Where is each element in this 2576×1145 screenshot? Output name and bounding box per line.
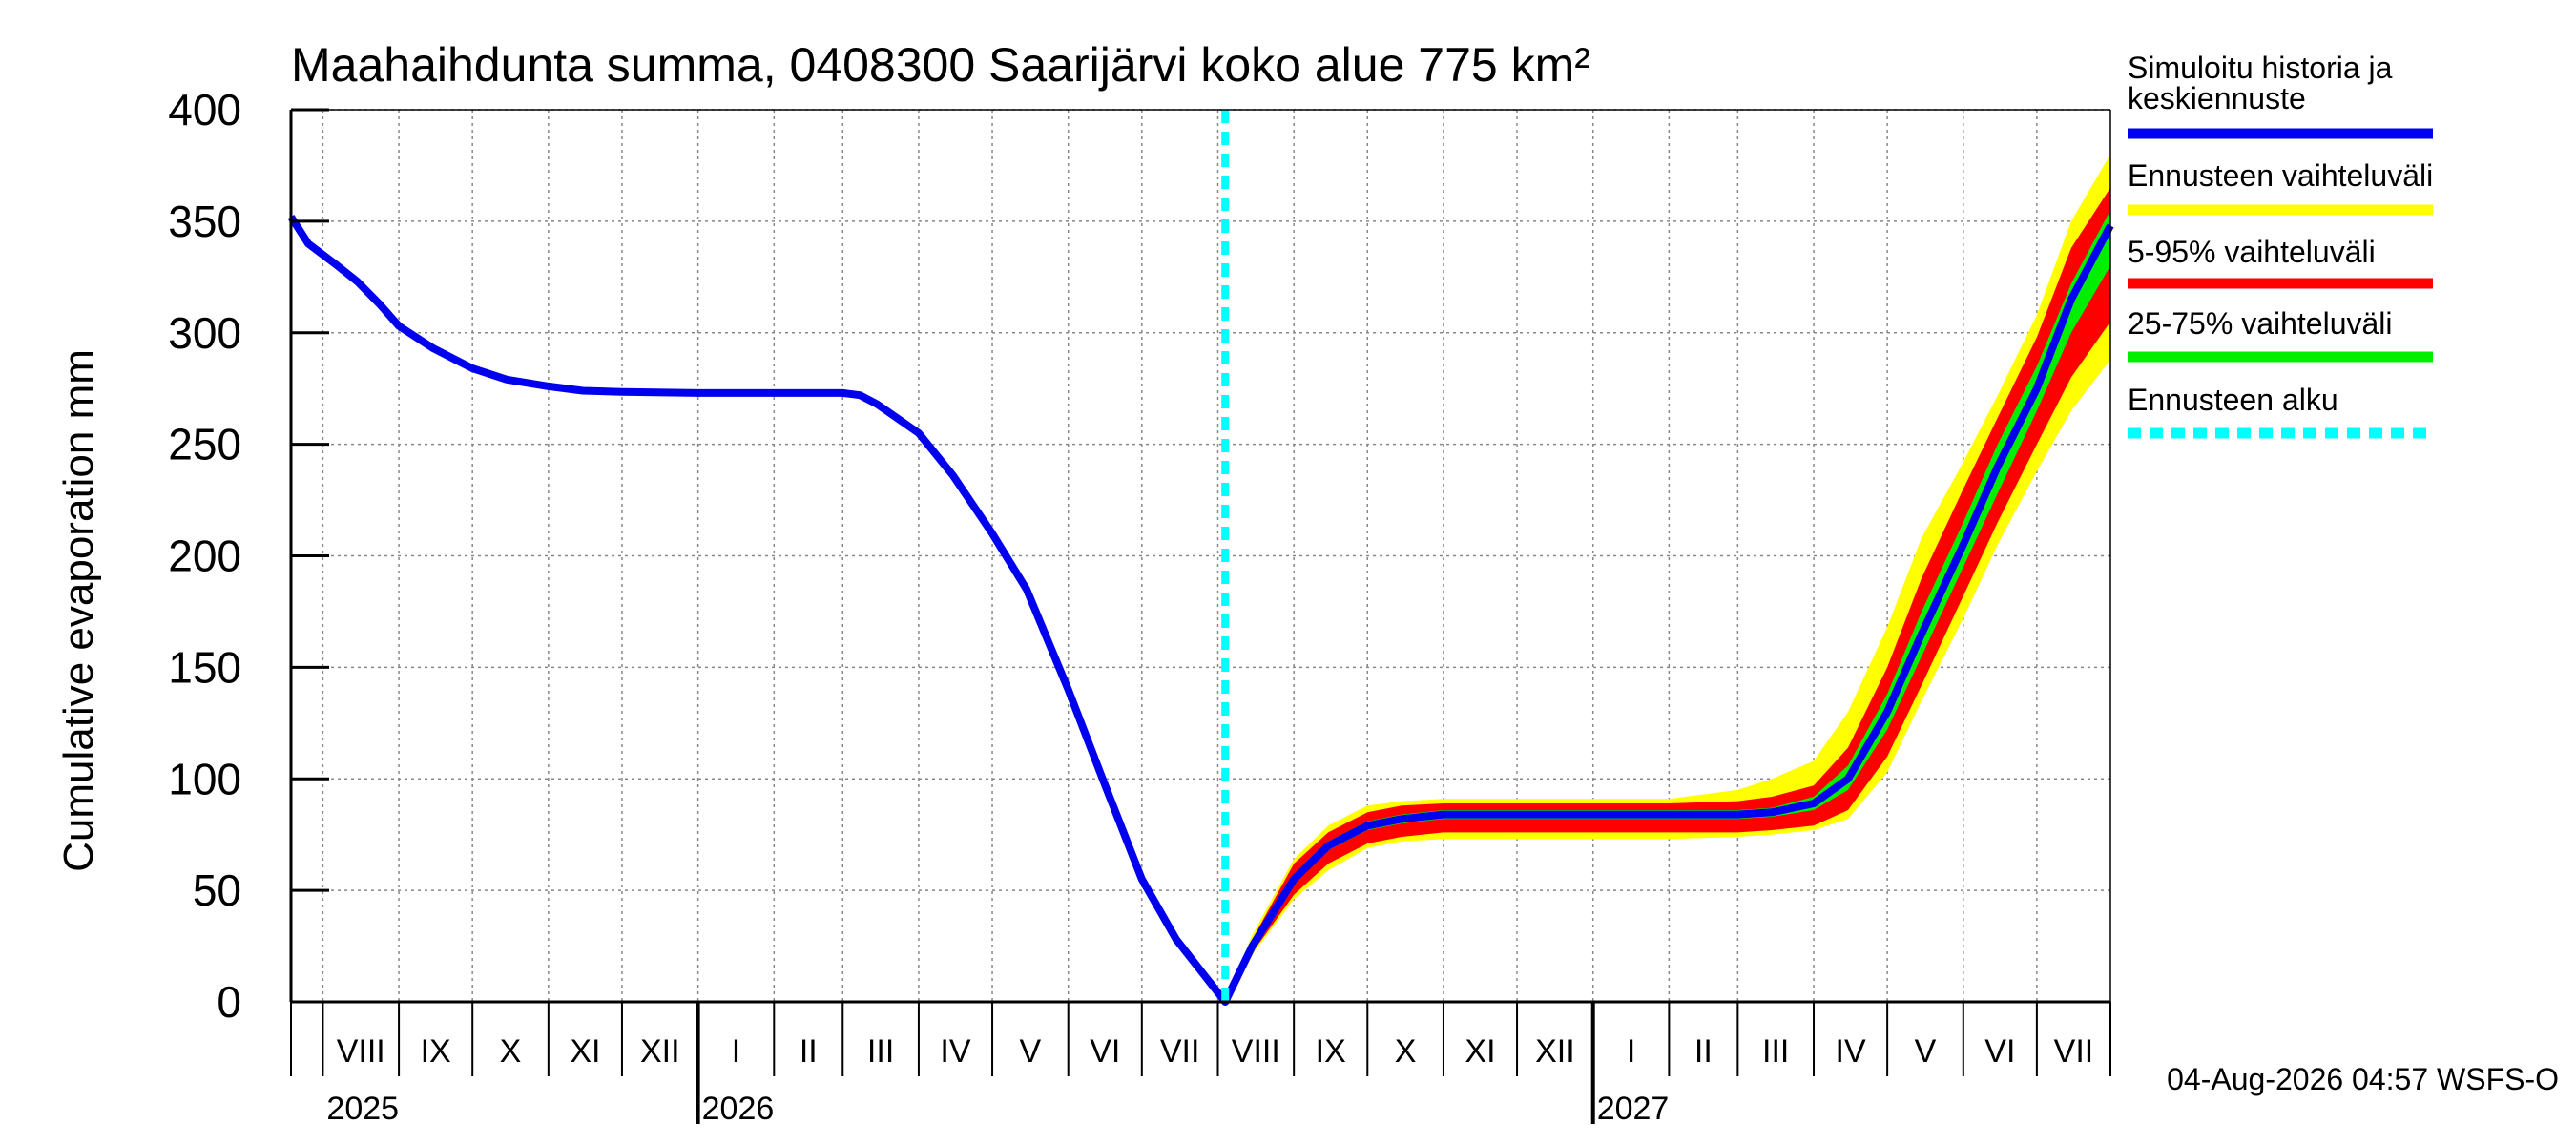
footer-timestamp: 04-Aug-2026 04:57 WSFS-O — [2167, 1062, 2559, 1096]
legend-label: 5-95% vaihteluväli — [2128, 235, 2376, 269]
y-tick-label: 250 — [168, 420, 241, 469]
month-label: VI — [1090, 1033, 1120, 1070]
month-label: III — [867, 1033, 894, 1070]
month-label: IV — [940, 1033, 970, 1070]
y-tick-label: 50 — [193, 865, 241, 915]
month-label: VII — [2054, 1033, 2094, 1070]
month-label: XII — [640, 1033, 680, 1070]
month-label: IX — [421, 1033, 451, 1070]
month-label: VI — [1984, 1033, 2015, 1070]
month-label: XII — [1535, 1033, 1575, 1070]
y-axis-label: Cumulative evaporation mm — [55, 349, 102, 872]
month-label: XI — [570, 1033, 600, 1070]
y-tick-label: 300 — [168, 308, 241, 358]
month-label: I — [732, 1033, 740, 1070]
legend-label: Simuloitu historia ja — [2128, 51, 2393, 85]
month-label: II — [800, 1033, 818, 1070]
legend-label: 25-75% vaihteluväli — [2128, 306, 2393, 341]
year-label: 2025 — [326, 1091, 399, 1127]
legend-label: keskiennuste — [2128, 81, 2306, 115]
y-tick-label: 350 — [168, 197, 241, 246]
month-label: IV — [1836, 1033, 1866, 1070]
month-label: II — [1694, 1033, 1713, 1070]
year-label: 2026 — [702, 1091, 775, 1127]
legend-label: Ennusteen alku — [2128, 383, 2338, 417]
y-tick-label: 100 — [168, 754, 241, 803]
history-median-line — [287, 215, 2114, 1006]
y-tick-label: 150 — [168, 642, 241, 692]
x-axis-ticks: VIII IX X XI XII I II III IV V VI VII VIII IX X XI XII I I… — [290, 1002, 2111, 1127]
month-label: V — [1915, 1033, 1937, 1070]
month-label: VIII — [1232, 1033, 1280, 1070]
chart-title: Maahaihdunta summa, 0408300 Saarijärvi k… — [291, 38, 1590, 92]
legend-label: Ennusteen vaihteluväli — [2128, 158, 2433, 193]
y-tick-label: 200 — [168, 531, 241, 581]
series-lines — [287, 110, 2114, 1006]
month-label: VII — [1160, 1033, 1200, 1070]
month-label: XI — [1465, 1033, 1495, 1070]
y-axis-ticks: 0 50 100 150 200 250 300 350 400 — [168, 85, 329, 1027]
month-label: X — [500, 1033, 522, 1070]
y-tick-label: 400 — [168, 85, 241, 135]
month-label: VIII — [337, 1033, 385, 1070]
year-label: 2027 — [1597, 1091, 1670, 1127]
month-label: I — [1627, 1033, 1635, 1070]
month-label: V — [1020, 1033, 1042, 1070]
month-label: IX — [1316, 1033, 1346, 1070]
month-label: X — [1395, 1033, 1417, 1070]
y-tick-label: 0 — [217, 977, 241, 1027]
month-label: III — [1762, 1033, 1789, 1070]
